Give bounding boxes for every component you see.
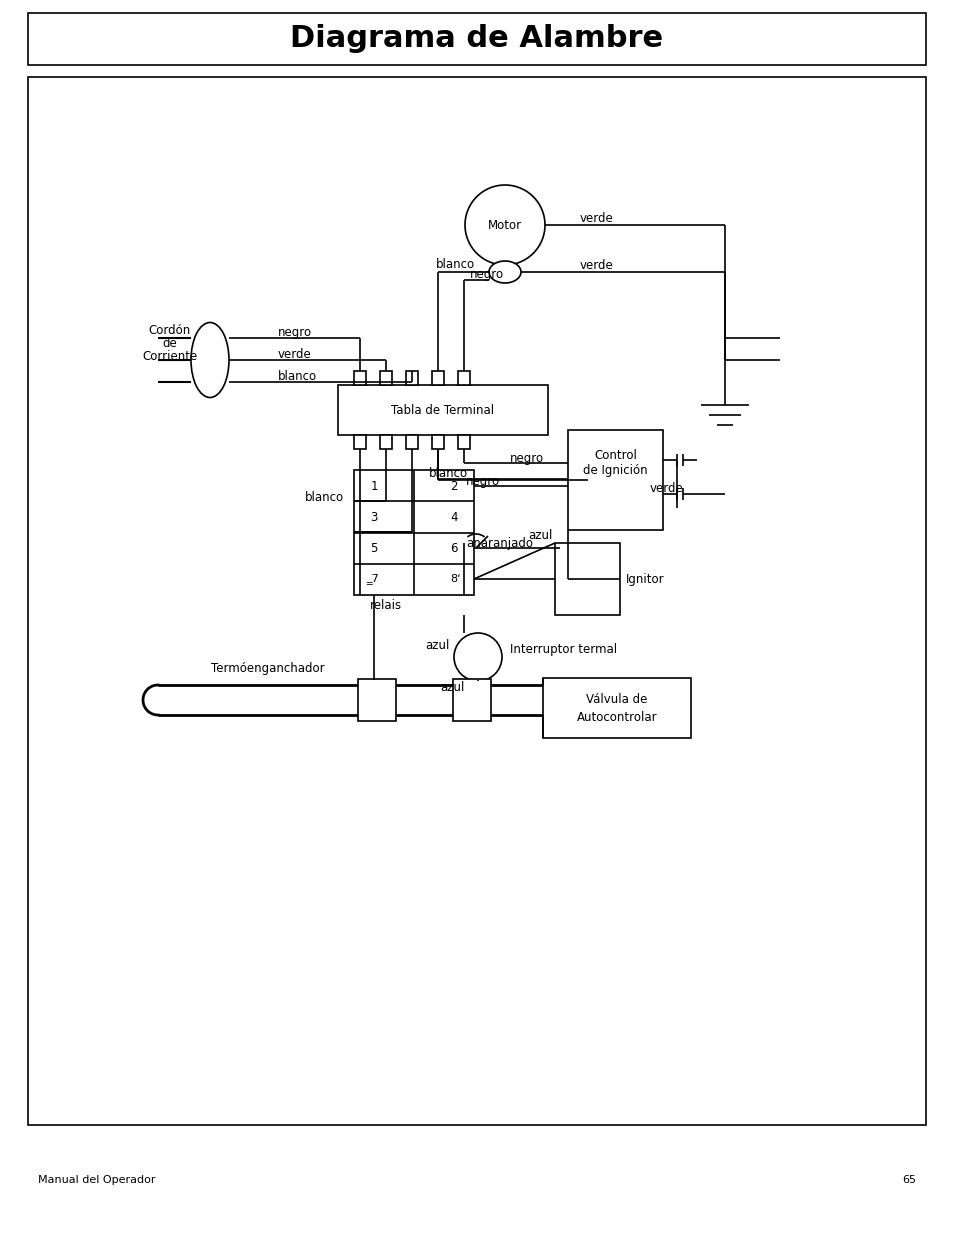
Bar xyxy=(28,77,925,1125)
Bar xyxy=(457,435,470,450)
Bar xyxy=(432,370,443,385)
Bar xyxy=(542,678,690,739)
Text: Ignitor: Ignitor xyxy=(625,573,664,585)
Bar xyxy=(567,430,662,530)
Text: 6: 6 xyxy=(450,541,457,555)
Text: 5: 5 xyxy=(370,541,377,555)
Text: negro: negro xyxy=(277,326,312,338)
Text: Motor: Motor xyxy=(487,219,521,231)
Text: negro: negro xyxy=(510,452,543,464)
Bar xyxy=(432,435,443,450)
Bar xyxy=(379,435,392,450)
Text: Manual del Operador: Manual del Operador xyxy=(38,1174,155,1186)
Text: verde: verde xyxy=(649,482,683,494)
Text: Interruptor termal: Interruptor termal xyxy=(510,642,617,656)
Text: 8‘: 8‘ xyxy=(450,574,461,584)
Text: Diagrama de Alambre: Diagrama de Alambre xyxy=(290,23,663,53)
Bar xyxy=(406,370,417,385)
Text: 1: 1 xyxy=(370,479,377,493)
Ellipse shape xyxy=(489,261,520,283)
Bar xyxy=(337,385,547,435)
Text: blanco: blanco xyxy=(277,369,316,383)
Text: verde: verde xyxy=(579,258,613,272)
Text: azul: azul xyxy=(425,638,450,652)
Circle shape xyxy=(464,185,544,266)
Text: Válvula de: Válvula de xyxy=(586,693,647,705)
Bar xyxy=(354,471,474,595)
Bar xyxy=(354,435,366,450)
Text: 4: 4 xyxy=(450,510,457,524)
Text: 3: 3 xyxy=(370,510,377,524)
Text: blanco: blanco xyxy=(428,467,467,479)
Text: ‗7: ‗7 xyxy=(365,573,378,584)
Circle shape xyxy=(454,634,501,680)
Text: negro: negro xyxy=(470,268,503,280)
Bar xyxy=(453,679,491,721)
Text: blanco: blanco xyxy=(305,490,344,504)
Ellipse shape xyxy=(191,322,229,398)
Text: Cordón: Cordón xyxy=(149,324,191,336)
Text: negro: negro xyxy=(465,474,499,488)
Text: Termóenganchador: Termóenganchador xyxy=(211,662,324,674)
Text: 2: 2 xyxy=(450,479,457,493)
Bar xyxy=(357,679,395,721)
Text: 65: 65 xyxy=(901,1174,915,1186)
Bar xyxy=(457,370,470,385)
Text: Tabla de Terminal: Tabla de Terminal xyxy=(391,404,494,416)
Bar xyxy=(379,370,392,385)
Text: verde: verde xyxy=(277,347,312,361)
Text: verde: verde xyxy=(579,211,613,225)
Text: de: de xyxy=(162,336,177,350)
Text: blanco: blanco xyxy=(435,258,474,270)
Text: anaranjado: anaranjado xyxy=(465,536,533,550)
Bar xyxy=(28,14,925,65)
Text: Autocontrolar: Autocontrolar xyxy=(576,710,657,724)
Text: de Ignición: de Ignición xyxy=(582,463,647,477)
Bar xyxy=(555,543,619,615)
Text: Corriente: Corriente xyxy=(142,350,197,363)
Bar xyxy=(406,435,417,450)
Text: azul: azul xyxy=(528,529,553,541)
Text: relais: relais xyxy=(370,599,402,611)
Text: Control: Control xyxy=(594,448,637,462)
Bar xyxy=(354,370,366,385)
Text: azul: azul xyxy=(440,680,464,694)
